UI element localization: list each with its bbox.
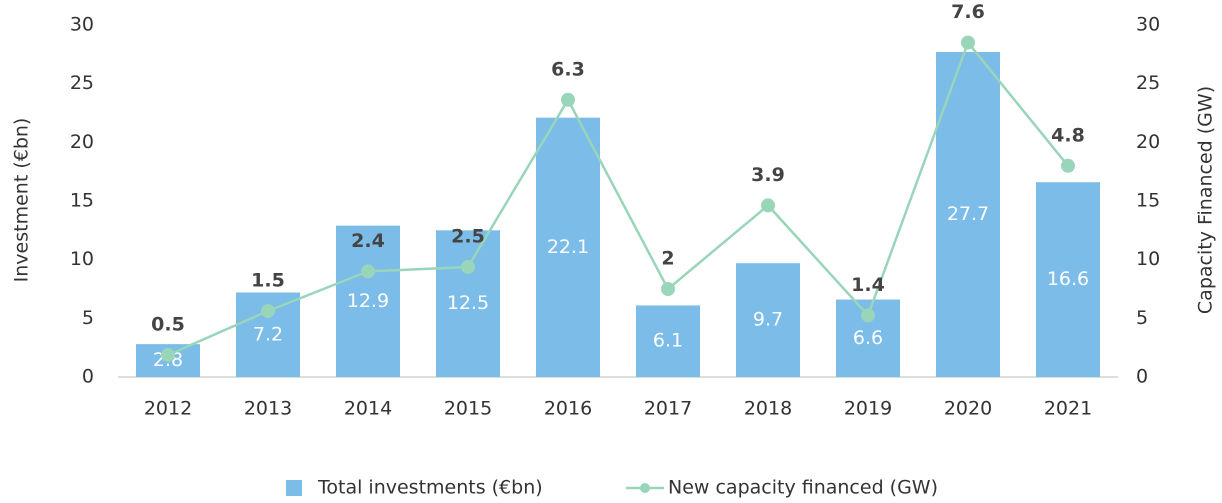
y2-tick-label: 5 xyxy=(1136,307,1148,329)
y2-tick-label: 0 xyxy=(1136,366,1148,388)
bar-value-label: 6.6 xyxy=(853,327,883,349)
line-point xyxy=(961,35,975,50)
bar-value-label: 16.6 xyxy=(1047,268,1089,290)
y-tick-label: 20 xyxy=(70,131,94,153)
legend-swatch xyxy=(286,480,302,496)
y2-tick-label: 30 xyxy=(1136,14,1160,36)
line-point xyxy=(161,348,175,362)
x-tick-label: 2014 xyxy=(344,398,392,420)
y-tick-label: 15 xyxy=(70,190,94,212)
y-axis-title: Investment (€bn) xyxy=(11,118,33,283)
y-tick-label: 0 xyxy=(82,366,94,388)
line-point xyxy=(561,92,575,107)
line-value-label: 7.6 xyxy=(951,1,985,23)
line-value-label: 2.5 xyxy=(451,226,485,248)
line-value-label: 0.5 xyxy=(151,314,185,336)
line-value-label: 6.3 xyxy=(551,58,585,80)
bar xyxy=(936,51,1000,378)
legend-marker xyxy=(640,483,650,493)
x-tick-label: 2020 xyxy=(944,398,992,420)
line-point xyxy=(661,282,675,296)
bar-value-label: 7.2 xyxy=(253,323,283,345)
line-value-label: 2 xyxy=(661,248,674,270)
bar xyxy=(436,230,500,377)
line-value-label: 2.4 xyxy=(351,230,385,252)
x-tick-label: 2017 xyxy=(644,398,692,420)
legend-label: New capacity financed (GW) xyxy=(668,477,938,499)
bar-value-label: 9.7 xyxy=(753,309,783,331)
x-tick-label: 2012 xyxy=(144,398,192,420)
line xyxy=(167,40,1069,357)
x-tick-label: 2016 xyxy=(544,398,592,420)
bar-value-label: 6.1 xyxy=(653,330,683,352)
bar xyxy=(736,263,800,377)
line-point xyxy=(761,198,775,213)
bar xyxy=(536,117,600,378)
y2-tick-label: 15 xyxy=(1136,190,1160,212)
line-point xyxy=(461,260,475,274)
y2-tick-label: 25 xyxy=(1136,72,1160,94)
x-tick-label: 2015 xyxy=(444,398,492,420)
line-value-label: 1.4 xyxy=(851,274,885,296)
x-tick-label: 2018 xyxy=(744,398,792,420)
bar xyxy=(636,305,700,377)
bar-value-label: 12.9 xyxy=(347,290,389,312)
x-tick-label: 2021 xyxy=(1044,398,1092,420)
y2-tick-label: 10 xyxy=(1136,248,1160,270)
legend-label: Total investments (€bn) xyxy=(317,477,543,499)
x-tick-label: 2019 xyxy=(844,398,892,420)
y2-axis-title: Capacity Financed (GW) xyxy=(1195,86,1217,314)
y-tick-label: 5 xyxy=(82,307,94,329)
line-point xyxy=(261,304,275,318)
line-value-label: 3.9 xyxy=(751,164,785,186)
line-value-label: 1.5 xyxy=(251,270,285,292)
y-tick-label: 10 xyxy=(70,248,94,270)
line-point xyxy=(361,264,375,279)
line-point xyxy=(1061,158,1075,173)
y2-tick-label: 20 xyxy=(1136,131,1160,153)
line-value-label: 4.8 xyxy=(1051,124,1085,146)
bar-value-label: 22.1 xyxy=(547,236,589,258)
bar-value-label: 27.7 xyxy=(947,203,989,225)
y-tick-label: 30 xyxy=(70,14,94,36)
bar xyxy=(1036,182,1100,377)
y-tick-label: 25 xyxy=(70,72,94,94)
bar-value-label: 12.5 xyxy=(447,292,489,314)
line-point xyxy=(861,308,875,323)
x-tick-label: 2013 xyxy=(244,398,292,420)
bar xyxy=(336,225,400,377)
